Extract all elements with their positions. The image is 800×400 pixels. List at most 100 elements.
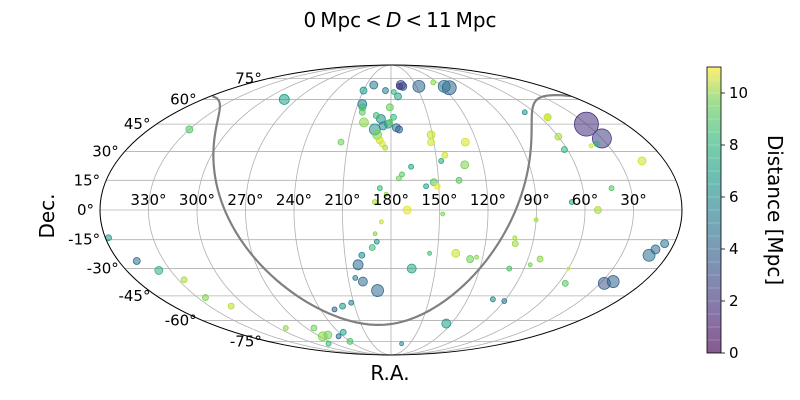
data-point (335, 333, 342, 340)
colorbar-tick-label: 6 (729, 188, 739, 206)
data-point (399, 341, 405, 347)
mollweide-map: 330° 300° 270° 240° 210° 180° 150° 120° 90° 60° 30… (68, 64, 683, 356)
data-point (427, 138, 435, 147)
data-point (427, 250, 432, 256)
ra-tick-label: 60° (572, 191, 599, 209)
data-point (441, 151, 449, 159)
data-point (637, 156, 647, 166)
data-point (382, 87, 389, 94)
data-point (521, 109, 528, 116)
data-point (202, 294, 209, 301)
data-point (406, 263, 417, 274)
data-point (512, 235, 518, 241)
data-point (371, 199, 378, 205)
data-point (399, 171, 405, 178)
data-point (346, 337, 354, 345)
data-point (310, 324, 318, 332)
colorbar-tick-label: 8 (729, 136, 739, 154)
colorbar-ticks: 0 2 4 6 8 10 (721, 84, 748, 362)
data-point (554, 132, 563, 141)
data-point (390, 113, 397, 121)
data-point (180, 276, 188, 284)
data-point (430, 79, 437, 86)
data-point (154, 266, 164, 275)
colorbar-frame (706, 66, 722, 354)
colorbar-gradient (707, 67, 721, 353)
chart-title: 0 Mpc < D <11 Mpc (303, 8, 496, 32)
data-point (358, 108, 366, 116)
data-point (566, 266, 571, 271)
dec-tick-label: 75° (235, 70, 262, 88)
data-point (608, 185, 615, 192)
dec-tick-label: 0° (77, 201, 94, 219)
dec-tick-labels: -75° -60° -45° -30° -15° 0° 15° 30° 45° 60° 75° (68, 70, 262, 351)
data-point (451, 248, 461, 258)
data-point (489, 296, 496, 303)
data-point (227, 302, 235, 310)
title-lt-2: < (405, 8, 422, 32)
dec-tick-label: 45° (124, 115, 151, 133)
data-point (574, 111, 599, 137)
data-point (372, 112, 380, 119)
data-point (352, 259, 364, 271)
data-point (408, 163, 414, 170)
data-point (331, 306, 338, 313)
colorbar-tick-label: 4 (729, 240, 739, 258)
ra-tick-label: 120° (470, 191, 506, 209)
data-point (325, 340, 332, 347)
data-point (543, 114, 550, 121)
data-point (474, 254, 480, 260)
data-point (358, 251, 366, 259)
ra-tick-label: 180° (373, 191, 409, 209)
ra-tick-label: 30° (620, 191, 647, 209)
data-point (460, 137, 470, 147)
data-point (466, 255, 475, 263)
data-point (455, 176, 463, 184)
data-point (390, 89, 397, 95)
colorbar-tick-label: 10 (729, 84, 748, 102)
data-point (527, 262, 533, 268)
data-point (185, 125, 194, 134)
data-point (588, 143, 594, 149)
title-lt-1: < (365, 8, 382, 32)
data-point (339, 328, 347, 336)
data-point (396, 82, 403, 90)
data-point (371, 284, 384, 297)
y-axis-label: Dec. (35, 193, 59, 238)
dec-tick-label: -75° (230, 332, 262, 350)
title-unit-lo: Mpc (320, 8, 361, 32)
data-point (378, 219, 384, 225)
colorbar-tick-label: 0 (729, 344, 739, 362)
data-point (383, 191, 389, 197)
data-point (536, 255, 544, 263)
ra-tick-label: 240° (276, 191, 312, 209)
data-point (368, 244, 376, 251)
data-point (437, 79, 451, 93)
title-lo: 0 (303, 8, 316, 32)
data-point (337, 138, 345, 146)
data-point (278, 94, 290, 105)
dec-tick-label: -15° (68, 231, 100, 249)
ra-tick-label: 270° (227, 191, 263, 209)
x-axis-label: R.A. (370, 361, 409, 385)
data-point (423, 183, 429, 190)
data-point (282, 325, 289, 331)
data-point (369, 80, 379, 90)
ra-tick-labels: 330° 300° 270° 240° 210° 180° 150° 120° 90° 60° 30… (130, 191, 646, 209)
data-point (352, 274, 359, 281)
dec-tick-label: 60° (170, 90, 197, 108)
data-point (438, 158, 445, 164)
data-point (606, 275, 620, 288)
data-point (395, 175, 402, 182)
data-point (568, 199, 575, 205)
title-hi: 11 (426, 8, 451, 32)
data-point (376, 185, 383, 192)
data-point (426, 130, 436, 140)
data-point (561, 279, 569, 287)
colorbar-label: Distance [Mpc] (763, 135, 787, 285)
data-point (594, 206, 602, 214)
ra-tick-label: 330° (130, 191, 166, 209)
galactic-plane (212, 94, 571, 326)
title-unit-hi: Mpc (456, 8, 497, 32)
